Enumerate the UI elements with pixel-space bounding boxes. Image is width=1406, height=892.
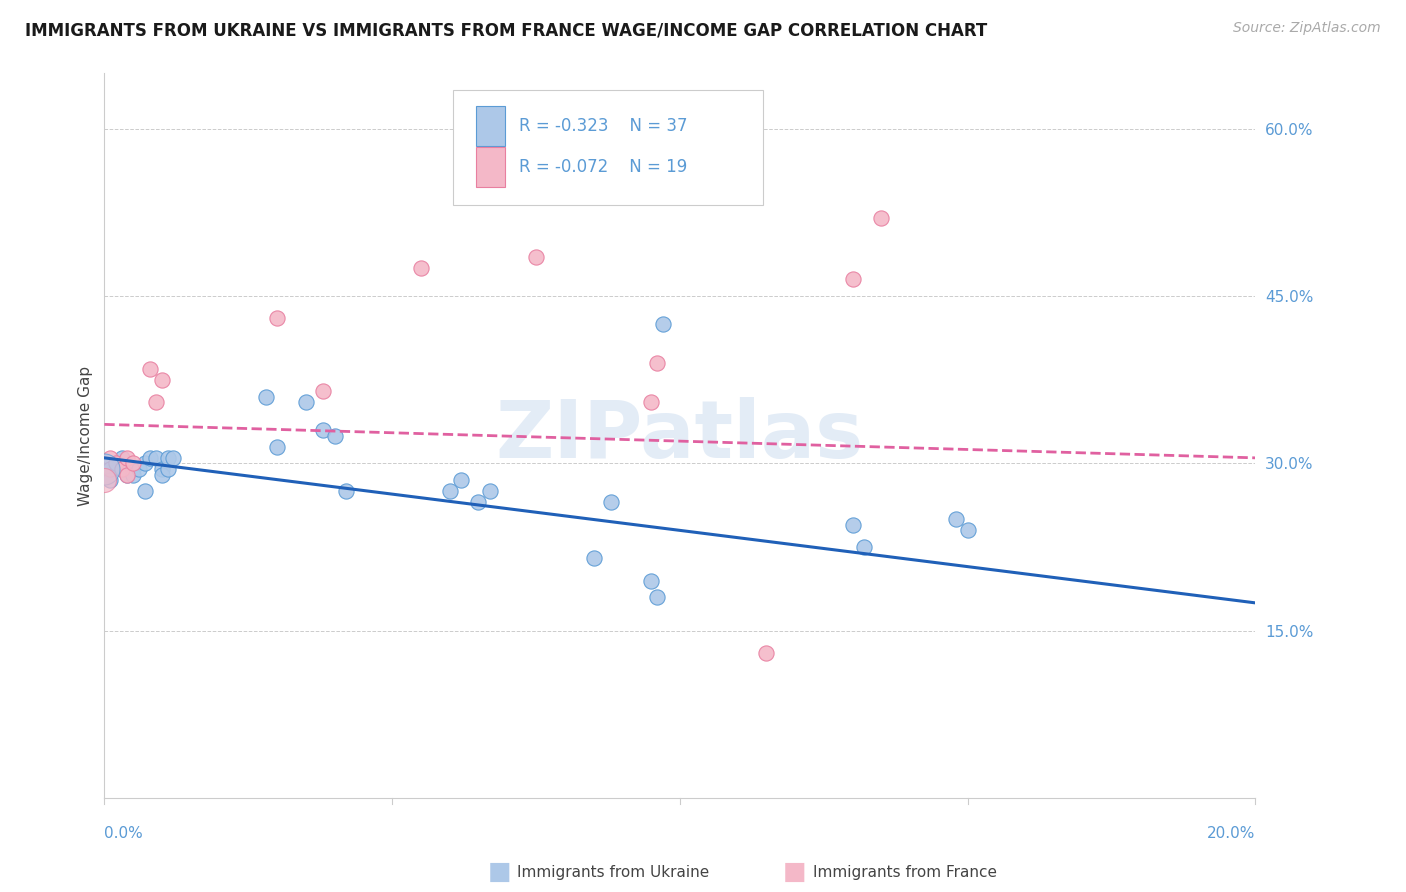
Point [93, 462, 115, 476]
Point [524, 250, 547, 264]
Point [335, 484, 357, 499]
Point [409, 261, 432, 276]
Point [478, 484, 501, 499]
Point [956, 524, 979, 538]
Point [156, 462, 179, 476]
Point [98, 462, 121, 476]
Point [104, 457, 127, 471]
Point [122, 457, 145, 471]
Point [139, 361, 162, 376]
Point [640, 574, 662, 588]
Text: 20.0%: 20.0% [1208, 826, 1256, 841]
Point [640, 395, 662, 409]
Point [295, 395, 318, 409]
Point [98, 473, 121, 487]
Point [122, 467, 145, 482]
Text: R = -0.323    N = 37: R = -0.323 N = 37 [519, 117, 688, 135]
Point [98, 450, 121, 465]
Text: Immigrants from France: Immigrants from France [813, 865, 997, 880]
Point [266, 440, 288, 454]
Point [645, 356, 668, 370]
Point [150, 373, 173, 387]
Point [117, 467, 139, 482]
Point [651, 317, 673, 331]
Bar [453, 90, 763, 205]
Point [312, 384, 335, 398]
Point [139, 450, 162, 465]
Point [841, 272, 863, 286]
Point [870, 211, 893, 225]
Point [117, 450, 139, 465]
Point [145, 395, 167, 409]
Text: IMMIGRANTS FROM UKRAINE VS IMMIGRANTS FROM FRANCE WAGE/INCOME GAP CORRELATION CH: IMMIGRANTS FROM UKRAINE VS IMMIGRANTS FR… [25, 21, 987, 39]
Text: Source: ZipAtlas.com: Source: ZipAtlas.com [1233, 21, 1381, 36]
Point [145, 450, 167, 465]
Point [111, 450, 134, 465]
Point [117, 467, 139, 482]
Point [156, 450, 179, 465]
Point [945, 512, 967, 526]
Point [150, 467, 173, 482]
Text: ■: ■ [783, 861, 806, 884]
Bar [477, 147, 505, 187]
Point [450, 473, 472, 487]
Point [128, 462, 150, 476]
Point [599, 495, 621, 509]
Point [254, 390, 277, 404]
Point [266, 311, 288, 326]
Point [122, 462, 145, 476]
Point [104, 457, 127, 471]
Bar [477, 106, 505, 146]
Y-axis label: Wage/Income Gap: Wage/Income Gap [79, 366, 93, 506]
Point [755, 646, 778, 660]
Point [98, 462, 121, 476]
Text: ■: ■ [488, 861, 510, 884]
Point [162, 450, 184, 465]
Point [582, 551, 605, 566]
Point [467, 495, 489, 509]
Point [111, 462, 134, 476]
Point [312, 423, 335, 437]
Text: 0.0%: 0.0% [104, 826, 143, 841]
Point [134, 484, 156, 499]
Point [93, 473, 115, 487]
Point [841, 517, 863, 532]
Text: R = -0.072    N = 19: R = -0.072 N = 19 [519, 158, 688, 177]
Point [323, 428, 346, 442]
Point [150, 462, 173, 476]
Point [134, 457, 156, 471]
Text: Immigrants from Ukraine: Immigrants from Ukraine [517, 865, 710, 880]
Text: ZIPatlas: ZIPatlas [496, 397, 865, 475]
Point [111, 462, 134, 476]
Point [439, 484, 461, 499]
Point [645, 591, 668, 605]
Point [853, 540, 876, 554]
